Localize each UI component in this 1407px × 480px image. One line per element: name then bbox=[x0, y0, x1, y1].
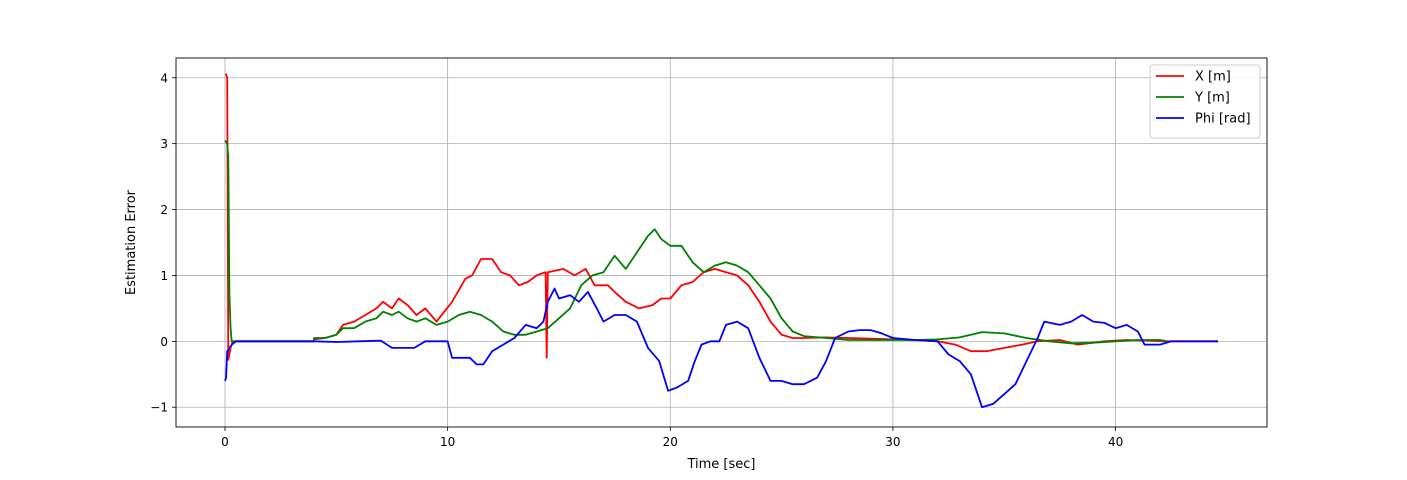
x-axis-label: Time [sec] bbox=[686, 457, 755, 472]
legend-box bbox=[1149, 64, 1261, 139]
x-tick-label: 30 bbox=[885, 435, 900, 449]
grid bbox=[176, 58, 1267, 427]
y-tick-label: 0 bbox=[160, 335, 168, 349]
y-tick-label: 1 bbox=[160, 269, 168, 283]
plot-frame bbox=[175, 57, 1268, 428]
y-tick-label: −1 bbox=[150, 401, 168, 415]
legend-label: Y [m] bbox=[1194, 91, 1230, 106]
legend: X [m] Y [m] Phi [rad] bbox=[1149, 64, 1261, 139]
ticks: 0 10 20 30 40 −1 0 1 2 3 4 bbox=[150, 71, 1123, 449]
legend-label: X [m] bbox=[1195, 70, 1231, 85]
x-tick-label: 20 bbox=[663, 435, 678, 449]
y-tick-label: 4 bbox=[160, 71, 168, 85]
series-line-0 bbox=[225, 73, 1218, 361]
legend-label: Phi [rad] bbox=[1195, 112, 1251, 127]
x-tick-label: 40 bbox=[1108, 435, 1123, 449]
y-axis-label: Estimation Error bbox=[124, 189, 139, 295]
y-tick-label: 3 bbox=[160, 137, 168, 151]
x-tick-label: 0 bbox=[221, 435, 229, 449]
series-line-2 bbox=[224, 287, 1218, 409]
x-tick-label: 10 bbox=[440, 435, 455, 449]
series-layer bbox=[224, 73, 1218, 409]
y-tick-label: 2 bbox=[160, 203, 168, 217]
